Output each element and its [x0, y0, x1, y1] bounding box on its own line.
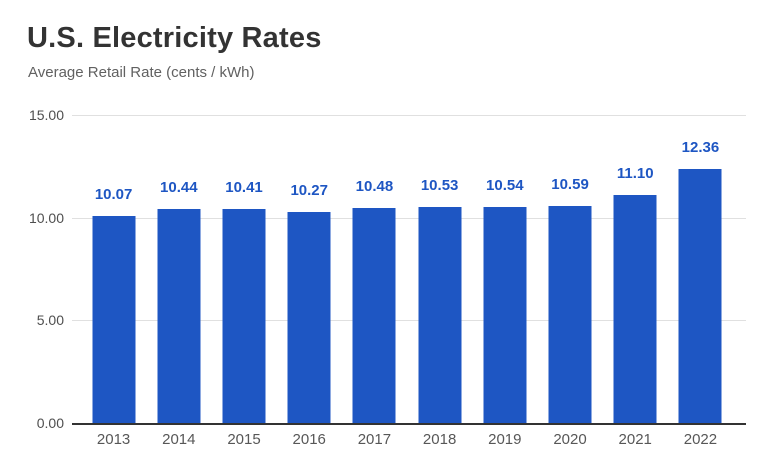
x-axis-tick-label: 2021	[618, 431, 652, 448]
x-axis-tick-label: 2016	[292, 431, 326, 448]
y-axis-tick-label: 5.00	[36, 312, 64, 329]
x-axis-tick-label: 2018	[422, 431, 457, 448]
x-axis-tick-label: 2019	[488, 431, 522, 448]
bar-2016[interactable]	[287, 212, 331, 423]
y-axis-tick-label: 15.00	[28, 107, 64, 123]
x-axis-tick-label: 2015	[227, 431, 261, 448]
bar-group: 10.53	[407, 115, 472, 423]
bar-value-label: 10.54	[486, 176, 524, 194]
bar-group: 10.44	[146, 115, 211, 423]
bar-2022[interactable]	[678, 169, 722, 423]
bar-value-label: 11.10	[616, 165, 654, 183]
x-axis-tick-label: 2013	[96, 431, 131, 448]
bar-value-label: 10.53	[420, 176, 459, 194]
y-axis-tick-label: 0.00	[36, 415, 64, 431]
bar-value-label: 10.41	[225, 179, 263, 197]
x-axis-tick-label: 2022	[683, 431, 718, 448]
y-axis-tick-label: 10.00	[28, 209, 64, 226]
x-axis-tick-label: 2014	[162, 431, 196, 448]
chart-title: U.S. Electricity Rates	[27, 22, 322, 54]
bar-group: 10.59	[537, 115, 602, 423]
bar-group: 11.10	[603, 115, 668, 423]
bar-value-label: 10.59	[551, 175, 589, 193]
bar-group: 10.54	[472, 115, 537, 423]
plot-area: 10.07 10.44 10.41 10.27 10.48 10.53 10.54 10.59…	[72, 115, 746, 425]
x-axis-tick-label: 2020	[553, 431, 587, 448]
bar-group: 12.36	[668, 115, 733, 423]
bar-value-label: 10.48	[355, 177, 394, 195]
bar-2013[interactable]	[92, 216, 136, 423]
chart-subtitle: Average Retail Rate (cents / kWh)	[28, 64, 255, 81]
bar-value-label: 10.07	[94, 186, 133, 204]
bar-2015[interactable]	[222, 209, 266, 423]
bar-value-label: 10.27	[290, 182, 328, 200]
x-axis-tick-label: 2017	[357, 431, 392, 448]
bar-2018[interactable]	[418, 206, 462, 423]
bar-group: 10.07	[81, 115, 146, 423]
bar-2017[interactable]	[352, 207, 396, 423]
bar-series: 10.07 10.44 10.41 10.27 10.48 10.53 10.54 10.59…	[81, 115, 733, 423]
bar-value-label: 12.36	[681, 139, 720, 157]
bar-2019[interactable]	[483, 206, 527, 423]
bar-group: 10.41	[211, 115, 276, 423]
x-axis: 2013 2014 2015 2016 2017 2018 2019 2020 2021 2022	[81, 431, 733, 449]
bar-group: 10.27	[277, 115, 342, 423]
bar-2021[interactable]	[613, 195, 657, 423]
bar-2014[interactable]	[157, 208, 201, 423]
bar-value-label: 10.44	[160, 178, 198, 196]
gridline	[72, 217, 746, 219]
gridline	[72, 115, 746, 116]
bar-2020[interactable]	[548, 205, 592, 423]
gridline	[72, 320, 746, 322]
bar-group: 10.48	[342, 115, 407, 423]
y-axis: 0.00 5.00 10.00 15.00	[0, 107, 64, 431]
